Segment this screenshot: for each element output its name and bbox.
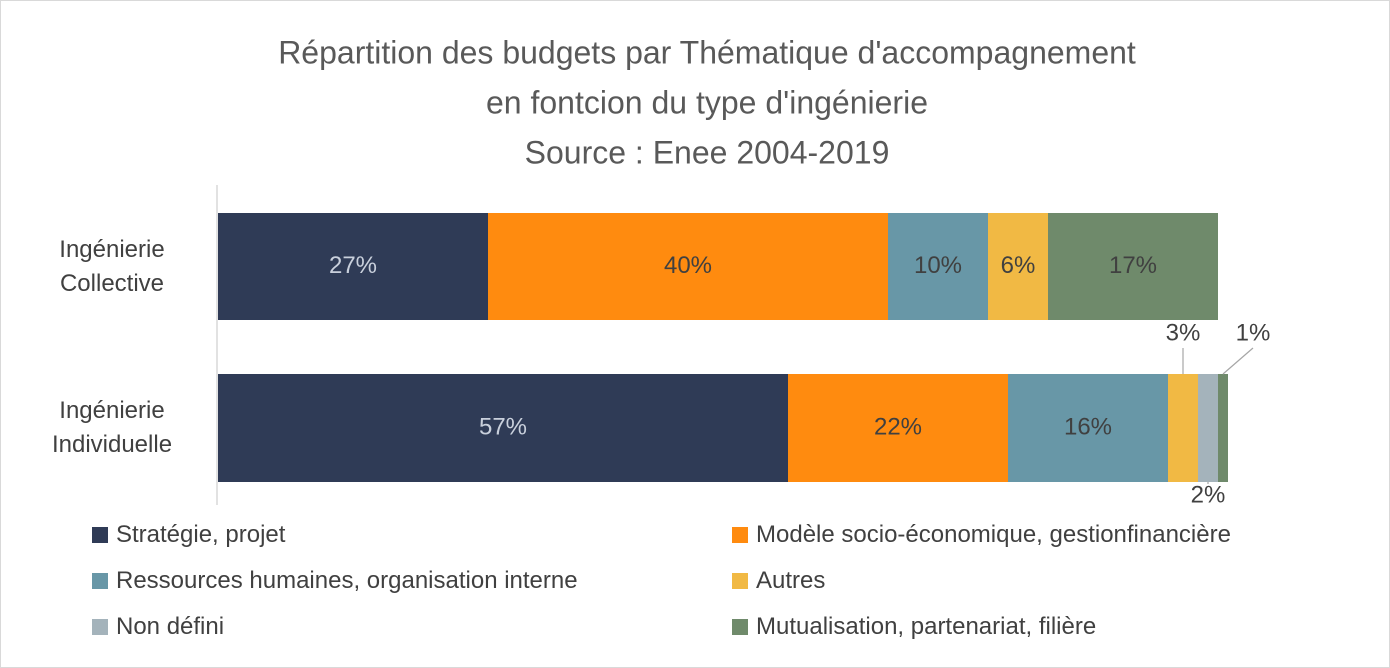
- bar-segment: [488, 213, 888, 320]
- legend-label: Ressources humaines, organisation intern…: [116, 567, 578, 594]
- data-label: 2%: [1191, 481, 1226, 508]
- data-label: 27%: [329, 252, 377, 279]
- bar-segment: [788, 374, 1008, 482]
- data-label: 16%: [1064, 413, 1112, 440]
- legend-label: Autres: [756, 567, 826, 594]
- data-label: 22%: [874, 413, 922, 440]
- legend-item: Mutualisation, partenariat, filière: [732, 610, 1096, 644]
- legend-item: Autres: [732, 564, 825, 598]
- data-label: 3%: [1166, 319, 1201, 346]
- legend-label: Modèle socio-économique, gestionfinanciè…: [756, 521, 1231, 548]
- bar-segment: [218, 374, 788, 482]
- category-label: Ingénierie Collective: [59, 235, 165, 297]
- legend-item: Non défini: [92, 610, 224, 644]
- legend-item: Ressources humaines, organisation intern…: [92, 564, 578, 598]
- data-label: 10%: [914, 252, 962, 279]
- legend-swatch: [92, 527, 108, 543]
- leader-line: [1222, 347, 1254, 375]
- bar-segment: [888, 213, 988, 320]
- bar-segment: [1218, 374, 1228, 482]
- bar-segment: [1198, 374, 1218, 482]
- legend-swatch: [92, 573, 108, 589]
- legend-swatch: [732, 619, 748, 635]
- data-label: 17%: [1109, 252, 1157, 279]
- bar-segment: [218, 213, 488, 320]
- bar-segment: [988, 213, 1048, 320]
- chart-title: Source : Enee 2004-2019: [525, 134, 890, 170]
- legend-swatch: [92, 619, 108, 635]
- data-label: 6%: [1001, 252, 1036, 279]
- legend-swatch: [732, 573, 748, 589]
- category-label: Ingénierie Individuelle: [51, 397, 173, 458]
- data-label: 40%: [664, 252, 712, 279]
- legend-label: Stratégie, projet: [116, 521, 286, 548]
- data-label: 1%: [1236, 319, 1271, 346]
- bar-segment: [1008, 374, 1168, 482]
- legend-item: Modèle socio-économique, gestionfinanciè…: [732, 518, 1231, 552]
- legend-swatch: [732, 527, 748, 543]
- chart-title: en fontcion du type d'ingénierie: [486, 84, 928, 120]
- legend-label: Non défini: [116, 613, 225, 640]
- bar-segment: [1168, 374, 1198, 482]
- legend-item: Stratégie, projet: [92, 518, 285, 552]
- data-label: 57%: [479, 413, 527, 440]
- chart-title: Répartition des budgets par Thématique d…: [278, 34, 1136, 70]
- legend-label: Mutualisation, partenariat, filière: [756, 613, 1097, 640]
- bar-segment: [1048, 213, 1218, 320]
